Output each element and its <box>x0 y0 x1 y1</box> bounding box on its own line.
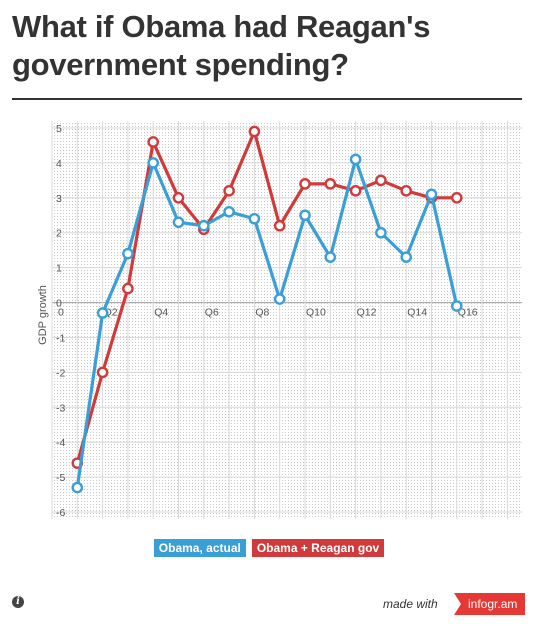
y-tick-label: 0 <box>56 298 62 310</box>
point-reagan <box>375 174 387 187</box>
y-tick-labels: 5 4 3 2 1 0 -1 -2 -3 -4 -5 -6 <box>56 123 65 519</box>
point-actual <box>147 157 159 169</box>
point-actual <box>299 209 311 222</box>
point-actual <box>223 205 235 218</box>
y-tick-label: -4 <box>56 437 65 449</box>
y-tick-label: 3 <box>56 193 62 205</box>
series-layer <box>71 125 463 494</box>
y-tick-label: 2 <box>56 228 62 240</box>
title-rule <box>12 98 522 100</box>
point-actual <box>197 219 210 232</box>
x-tick-label: Q6 <box>205 307 219 319</box>
made-with-text: made with <box>383 597 438 611</box>
x-tick-label: Q16 <box>458 307 478 319</box>
y-tick-label: 5 <box>56 123 62 135</box>
point-reagan <box>147 136 159 148</box>
x-tick-label: Q10 <box>306 307 326 319</box>
y-tick-label: -6 <box>56 507 65 519</box>
point-reagan <box>299 178 311 190</box>
point-actual <box>425 188 438 201</box>
legend-item-reagan[interactable]: Obama + Reagan gov <box>251 539 385 557</box>
x-tick-label: Q8 <box>255 307 269 319</box>
point-actual <box>71 481 84 494</box>
point-reagan <box>273 219 286 232</box>
legend: Obama, actual Obama + Reagan gov <box>0 539 538 557</box>
point-reagan <box>450 192 463 204</box>
info-icon[interactable]: i <box>12 596 24 608</box>
point-reagan <box>172 192 185 204</box>
point-reagan <box>96 366 109 379</box>
y-tick-label: 4 <box>56 158 62 170</box>
plot-area <box>52 121 522 519</box>
y-tick-label: -5 <box>56 472 65 484</box>
point-actual <box>273 293 286 305</box>
x-tick-label: Q14 <box>407 307 427 319</box>
x-tick-label: Q12 <box>357 307 377 319</box>
point-actual <box>400 251 413 263</box>
x-tick-label: 0 <box>58 307 64 319</box>
point-reagan <box>223 185 235 197</box>
point-actual <box>248 212 261 225</box>
point-actual <box>172 216 185 229</box>
y-axis-title: GDP growth <box>37 285 49 345</box>
series-line-actual <box>75 157 459 490</box>
point-actual <box>375 226 387 239</box>
point-actual <box>450 300 463 312</box>
brand-logo[interactable]: infogr.am <box>454 593 526 615</box>
x-tick-labels: 0 Q2 Q4 Q6 Q8 Q10 Q12 Q14 Q16 <box>58 307 478 319</box>
point-reagan <box>400 185 413 197</box>
point-actual <box>122 247 134 260</box>
point-reagan <box>122 282 134 295</box>
legend-item-actual[interactable]: Obama, actual <box>153 539 246 557</box>
point-actual <box>96 307 109 319</box>
y-tick-label: 1 <box>56 263 62 275</box>
point-reagan <box>349 185 362 197</box>
series-line-reagan <box>75 129 459 465</box>
point-actual <box>349 153 362 166</box>
point-reagan <box>248 125 261 138</box>
chart-title: What if Obama had Reagan's government sp… <box>12 9 431 82</box>
x-tick-label: Q4 <box>154 307 168 319</box>
point-reagan <box>324 178 337 190</box>
point-actual <box>324 251 337 263</box>
y-tick-label: -3 <box>56 402 65 414</box>
y-tick-label: -1 <box>56 332 65 344</box>
y-tick-label: -2 <box>56 367 65 379</box>
